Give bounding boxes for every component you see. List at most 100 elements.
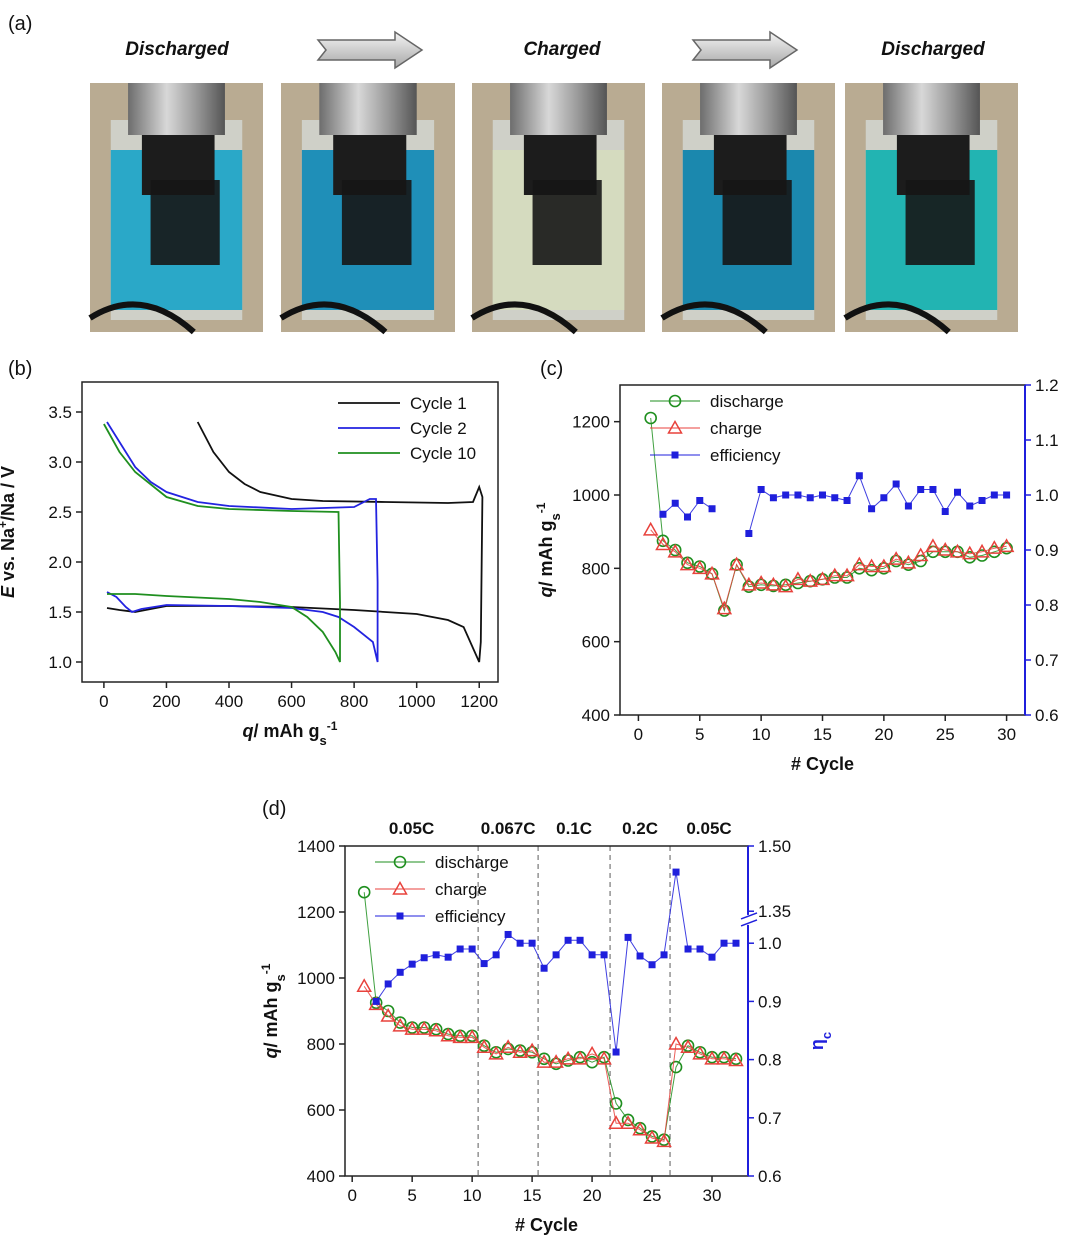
axis-label-part: -1: [259, 963, 273, 974]
region-label: 0.05C: [686, 819, 731, 838]
marker-square: [564, 936, 572, 944]
y2-tick-label: 1.0: [758, 934, 782, 953]
marker-square: [684, 513, 691, 521]
x-tick-label: 20: [874, 725, 893, 744]
marker-square: [696, 945, 704, 953]
cable: [470, 301, 578, 335]
marker-square: [540, 964, 548, 972]
marker-square: [806, 494, 814, 502]
axis-label-part: q: [243, 721, 254, 741]
marker-square: [384, 980, 392, 988]
series-line: [650, 529, 1007, 611]
arrow: [316, 30, 799, 70]
marker-square: [659, 510, 667, 518]
axis-label-part: η: [807, 1039, 827, 1050]
marker-square: [966, 502, 974, 510]
x-axis-label: q/ mAh gs-1: [243, 719, 338, 748]
photo: [660, 83, 835, 335]
marker-square: [708, 505, 716, 513]
cable: [843, 301, 951, 335]
marker-square: [516, 939, 524, 947]
x-tick-label: 20: [583, 1186, 602, 1205]
y-axis-label: E vs. Na+/Na / V: [0, 466, 18, 598]
marker-triangle: [392, 1017, 408, 1032]
series-line: [662, 474, 1007, 534]
electrode: [905, 180, 975, 265]
y-tick-label: 400: [307, 1167, 335, 1186]
axis-label-part: # Cycle: [791, 754, 854, 774]
marker-square: [954, 488, 961, 496]
marker-triangle: [728, 1052, 744, 1067]
y2-tick-label: 1.50: [758, 837, 791, 856]
y2-tick-label: 0.9: [1035, 541, 1059, 560]
region-label: 0.05C: [389, 819, 434, 838]
axis-break-gap: [745, 914, 755, 925]
legend-label: discharge: [435, 853, 509, 872]
marker-triangle: [620, 1115, 636, 1129]
y-tick-label: 2.0: [48, 553, 72, 572]
legend-marker: [393, 855, 407, 869]
x-tick-label: 15: [813, 725, 832, 744]
marker-square: [782, 491, 790, 499]
marker-square: [978, 497, 986, 504]
legend-label: efficiency: [710, 446, 781, 465]
marker-square: [480, 960, 488, 968]
marker-triangle: [667, 543, 684, 558]
marker-square: [708, 953, 716, 961]
marker-square: [492, 951, 500, 959]
y-tick-label: 1.5: [48, 603, 72, 622]
photo-strip: [88, 83, 1018, 335]
axis-label-part: s: [320, 733, 327, 748]
marker-circle: [585, 1055, 599, 1069]
marker-square: [843, 497, 851, 504]
y2-tick-label: 0.9: [758, 992, 782, 1011]
marker-triangle: [777, 578, 794, 593]
axis-label-part: -1: [327, 719, 338, 733]
electrode: [341, 180, 412, 265]
marker-triangle: [802, 573, 819, 587]
y2-tick-label: 0.6: [1035, 706, 1059, 725]
x-tick-label: 30: [703, 1186, 722, 1205]
marker-triangle: [572, 1050, 588, 1065]
legend-label: Cycle 10: [410, 444, 476, 463]
marker-triangle: [642, 521, 659, 536]
marker-triangle: [876, 558, 892, 573]
marker-triangle: [998, 538, 1015, 553]
axis-label-part: /Na / V: [0, 466, 18, 521]
marker-triangle: [925, 538, 941, 553]
marker-circle: [644, 411, 657, 425]
x-tick-label: 0: [99, 692, 108, 711]
marker-square: [600, 951, 608, 959]
photo: [470, 83, 645, 335]
marker-circle: [393, 1016, 407, 1029]
marker-circle: [357, 885, 371, 899]
marker-circle: [609, 1097, 623, 1110]
photo-caption: Discharged: [125, 39, 229, 60]
x-axis-label: # Cycle: [791, 754, 854, 774]
x-tick-label: 0: [634, 725, 643, 744]
axis-label-part: / mAh g: [261, 981, 281, 1047]
marker-square: [819, 491, 826, 499]
axis-label-part: / mAh g: [536, 520, 556, 586]
plot-frame: [344, 845, 749, 1177]
region-label: 0.2C: [622, 819, 658, 838]
marker-square: [745, 530, 753, 537]
y-axis-label: q/ mAh gs-1: [259, 963, 288, 1058]
photo-caption: Charged: [523, 39, 600, 60]
axis-label-part: vs. Na: [0, 527, 18, 586]
holder: [128, 83, 225, 135]
y2-axis-label: ηc: [807, 1032, 834, 1050]
marker-triangle: [404, 1021, 420, 1035]
y-tick-label: 1000: [572, 486, 610, 505]
y2-tick-label: 0.7: [1035, 651, 1059, 670]
marker-triangle: [668, 1035, 684, 1050]
marker-triangle: [680, 1039, 696, 1054]
legend-label: charge: [710, 419, 762, 438]
marker-square: [528, 939, 536, 947]
marker-square: [420, 954, 428, 962]
marker-square: [612, 1048, 620, 1056]
electrode: [150, 180, 220, 265]
marker-circle: [537, 1052, 551, 1066]
x-tick-label: 1200: [460, 692, 498, 711]
y-tick-label: 800: [582, 559, 610, 578]
